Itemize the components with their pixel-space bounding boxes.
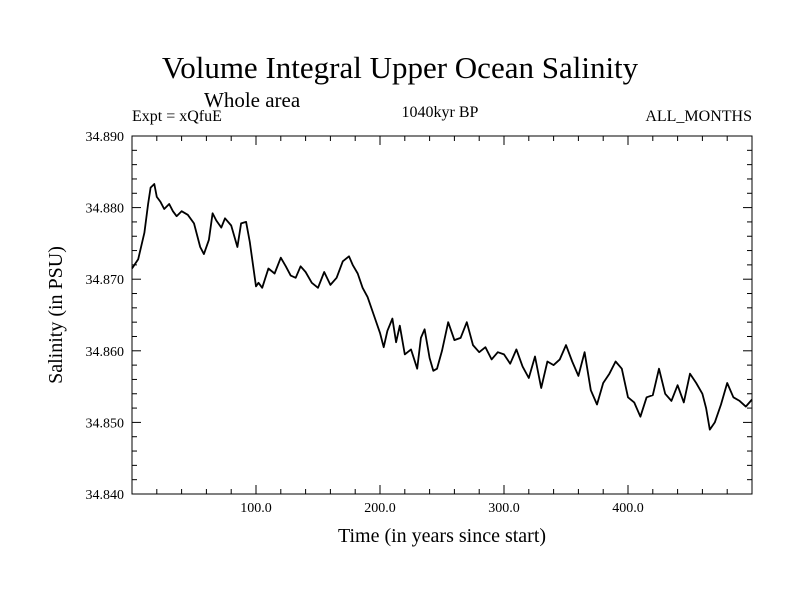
chart-subtitle: Whole area <box>204 88 301 112</box>
x-tick-label: 100.0 <box>240 501 272 516</box>
chart-title: Volume Integral Upper Ocean Salinity <box>161 50 639 85</box>
y-tick-label: 34.860 <box>86 345 125 360</box>
y-tick-label: 34.840 <box>86 488 125 503</box>
x-tick-label: 400.0 <box>612 501 644 516</box>
y-tick-label: 34.850 <box>86 416 125 431</box>
months-label: ALL_MONTHS <box>645 108 752 125</box>
series-line-salinity <box>131 183 753 431</box>
x-tick-label: 300.0 <box>488 501 520 516</box>
x-tick-label: 200.0 <box>364 501 396 516</box>
y-tick-label: 34.880 <box>86 202 125 217</box>
y-axis-label: Salinity (in PSU) <box>45 246 67 384</box>
x-axis-label: Time (in years since start) <box>338 525 546 547</box>
y-tick-label: 34.890 <box>86 130 125 145</box>
experiment-label: Expt = xQfuE <box>132 108 222 125</box>
plot-frame <box>131 135 753 495</box>
y-tick-label: 34.870 <box>86 273 125 288</box>
period-label: 1040kyr BP <box>401 104 479 121</box>
